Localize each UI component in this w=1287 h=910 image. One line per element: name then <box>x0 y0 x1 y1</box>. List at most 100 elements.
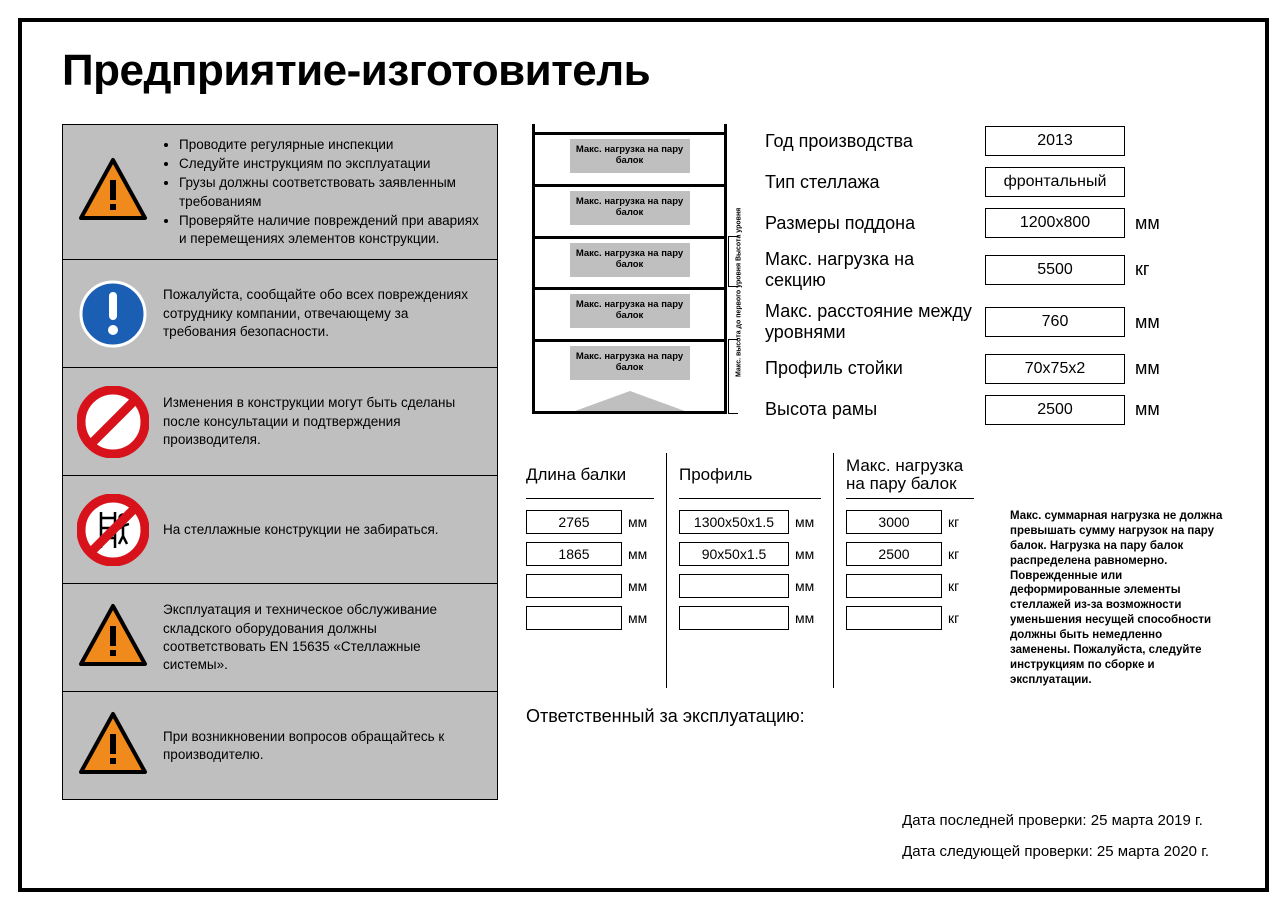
rack-level: Макс. нагрузка на пару балок <box>532 236 727 239</box>
spec-row: Год производства 2013 <box>765 126 1225 156</box>
spec-plate: Предприятие-изготовитель Проводите регул… <box>18 18 1269 892</box>
rack-level: Макс. нагрузка на пару балок <box>532 287 727 290</box>
beam-cell-row: 1300x50x1.5 мм <box>679 509 821 535</box>
spec-label: Размеры поддона <box>765 213 975 234</box>
spec-unit: кг <box>1135 259 1171 280</box>
spec-row: Профиль стойки 70x75x2 мм <box>765 354 1225 384</box>
beam-value <box>679 606 789 630</box>
spec-value: 760 <box>985 307 1125 337</box>
spec-unit: мм <box>1135 358 1171 379</box>
beam-value <box>846 606 942 630</box>
beam-cell-row: мм <box>526 573 654 599</box>
warning-text: Пожалуйста, сообщайте обо всех поврежден… <box>163 286 483 341</box>
beam-cell-row: мм <box>526 605 654 631</box>
spec-row: Макс. нагрузка на секцию 5500 кг <box>765 249 1225 290</box>
beam-unit: кг <box>948 514 974 530</box>
spec-label: Год производства <box>765 131 975 152</box>
spec-value: фронтальный <box>985 167 1125 197</box>
beam-cell-row: кг <box>846 605 974 631</box>
spec-row: Макс. расстояние между уровнями 760 мм <box>765 301 1225 342</box>
warning-text: Проводите регулярные инспекцииСледуйте и… <box>163 135 483 249</box>
beam-cell-row: 2765мм <box>526 509 654 535</box>
beam-value: 1300x50x1.5 <box>679 510 789 534</box>
beam-value: 2765 <box>526 510 622 534</box>
warning-triangle-icon <box>77 602 149 674</box>
warning-row: Пожалуйста, сообщайте обо всех поврежден… <box>62 260 498 368</box>
beam-value: 3000 <box>846 510 942 534</box>
level-load-label: Макс. нагрузка на пару балок <box>570 346 690 380</box>
spec-label: Макс. расстояние между уровнями <box>765 301 975 342</box>
spec-row: Высота рамы 2500 мм <box>765 395 1225 425</box>
level-load-label: Макс. нагрузка на пару балок <box>570 191 690 225</box>
beam-value <box>526 606 622 630</box>
level-load-label: Макс. нагрузка на пару балок <box>570 139 690 173</box>
spec-unit: мм <box>1135 312 1171 333</box>
beam-cell-row: кг <box>846 573 974 599</box>
beam-unit: кг <box>948 578 974 594</box>
level-load-label: Макс. нагрузка на пару балок <box>570 243 690 277</box>
beam-cell-row: мм <box>679 605 821 631</box>
check-dates: Дата последней проверки: 25 марта 2019 г… <box>902 798 1209 860</box>
beam-unit: мм <box>795 514 821 530</box>
spec-value: 70x75x2 <box>985 354 1125 384</box>
warning-row: Эксплуатация и техническое обслуживание … <box>62 584 498 692</box>
beam-cell-row: 1865 мм <box>526 541 654 567</box>
responsible-label: Ответственный за эксплуатацию: <box>526 706 1225 727</box>
beam-cell-row: 90x50x1.5 мм <box>679 541 821 567</box>
beam-unit: мм <box>795 578 821 594</box>
beam-header: Профиль <box>679 453 821 499</box>
spec-value: 1200x800 <box>985 208 1125 238</box>
warning-triangle-icon <box>77 710 149 782</box>
spec-value: 2013 <box>985 126 1125 156</box>
beam-column: Длина балки 2765мм 1865 мм мм мм <box>526 453 667 688</box>
rack-level: Макс. нагрузка на пару балок <box>532 132 727 135</box>
warning-text: Изменения в конструкции могут быть сдела… <box>163 394 483 449</box>
beam-unit: мм <box>628 578 654 594</box>
beam-unit: мм <box>628 546 654 562</box>
beam-unit: кг <box>948 546 974 562</box>
spec-label: Макс. нагрузка на секцию <box>765 249 975 290</box>
page-title: Предприятие-изготовитель <box>62 46 1225 96</box>
beam-unit: мм <box>795 610 821 626</box>
level-load-label: Макс. нагрузка на пару балок <box>570 294 690 328</box>
beam-cell-row: 2500 кг <box>846 541 974 567</box>
beam-cell-row: 3000 кг <box>846 509 974 535</box>
beam-unit: кг <box>948 610 974 626</box>
rack-level: Макс. нагрузка на пару балок <box>532 339 727 342</box>
spec-row: Тип стеллажа фронтальный <box>765 167 1225 197</box>
beam-value: 90x50x1.5 <box>679 542 789 566</box>
warnings-panel: Проводите регулярные инспекцииСледуйте и… <box>62 124 498 800</box>
spec-label: Тип стеллажа <box>765 172 975 193</box>
beam-cell-row: мм <box>679 573 821 599</box>
spec-label: Профиль стойки <box>765 358 975 379</box>
rack-level: Макс. нагрузка на пару балок <box>532 184 727 187</box>
rack-diagram: Макс. нагрузка на пару балок Макс. нагруз… <box>526 124 741 425</box>
prohibit-slash-icon <box>77 386 149 458</box>
beam-unit: мм <box>795 546 821 562</box>
warning-row: Проводите регулярные инспекцииСледуйте и… <box>62 124 498 260</box>
spec-row: Размеры поддона 1200x800 мм <box>765 208 1225 238</box>
next-check-date: Дата следующей проверки: 25 марта 2020 г… <box>902 843 1209 860</box>
spec-unit: мм <box>1135 213 1171 234</box>
beam-header: Длина балки <box>526 453 654 499</box>
beam-column: Макс. нагрузка на пару балок3000кг2500кг… <box>834 453 986 688</box>
warning-text: На стеллажные конструкции не забираться. <box>163 521 439 539</box>
spec-unit: мм <box>1135 399 1171 420</box>
spec-label: Высота рамы <box>765 399 975 420</box>
last-check-date: Дата последней проверки: 25 марта 2019 г… <box>902 812 1209 829</box>
mandatory-exclaim-icon <box>77 278 149 350</box>
spec-value: 5500 <box>985 255 1125 285</box>
beam-column: Профиль 1300x50x1.5 мм 90x50x1.5 мм мм мм <box>667 453 834 688</box>
spec-list: Год производства 2013 Тип стеллажа фронталь… <box>765 124 1225 425</box>
beam-value <box>846 574 942 598</box>
spec-value: 2500 <box>985 395 1125 425</box>
warning-triangle-icon <box>77 156 149 228</box>
prohibit-climb-icon <box>77 494 149 566</box>
beam-unit: мм <box>628 610 654 626</box>
beam-value: 2500 <box>846 542 942 566</box>
beam-table: Длина балки2765мм1865ммммммПрофиль1300x5… <box>526 453 986 688</box>
load-note: Макс. суммарная нагрузка не должна превы… <box>1010 509 1225 688</box>
beam-value: 1865 <box>526 542 622 566</box>
beam-value <box>526 574 622 598</box>
warning-text: Эксплуатация и техническое обслуживание … <box>163 601 483 674</box>
